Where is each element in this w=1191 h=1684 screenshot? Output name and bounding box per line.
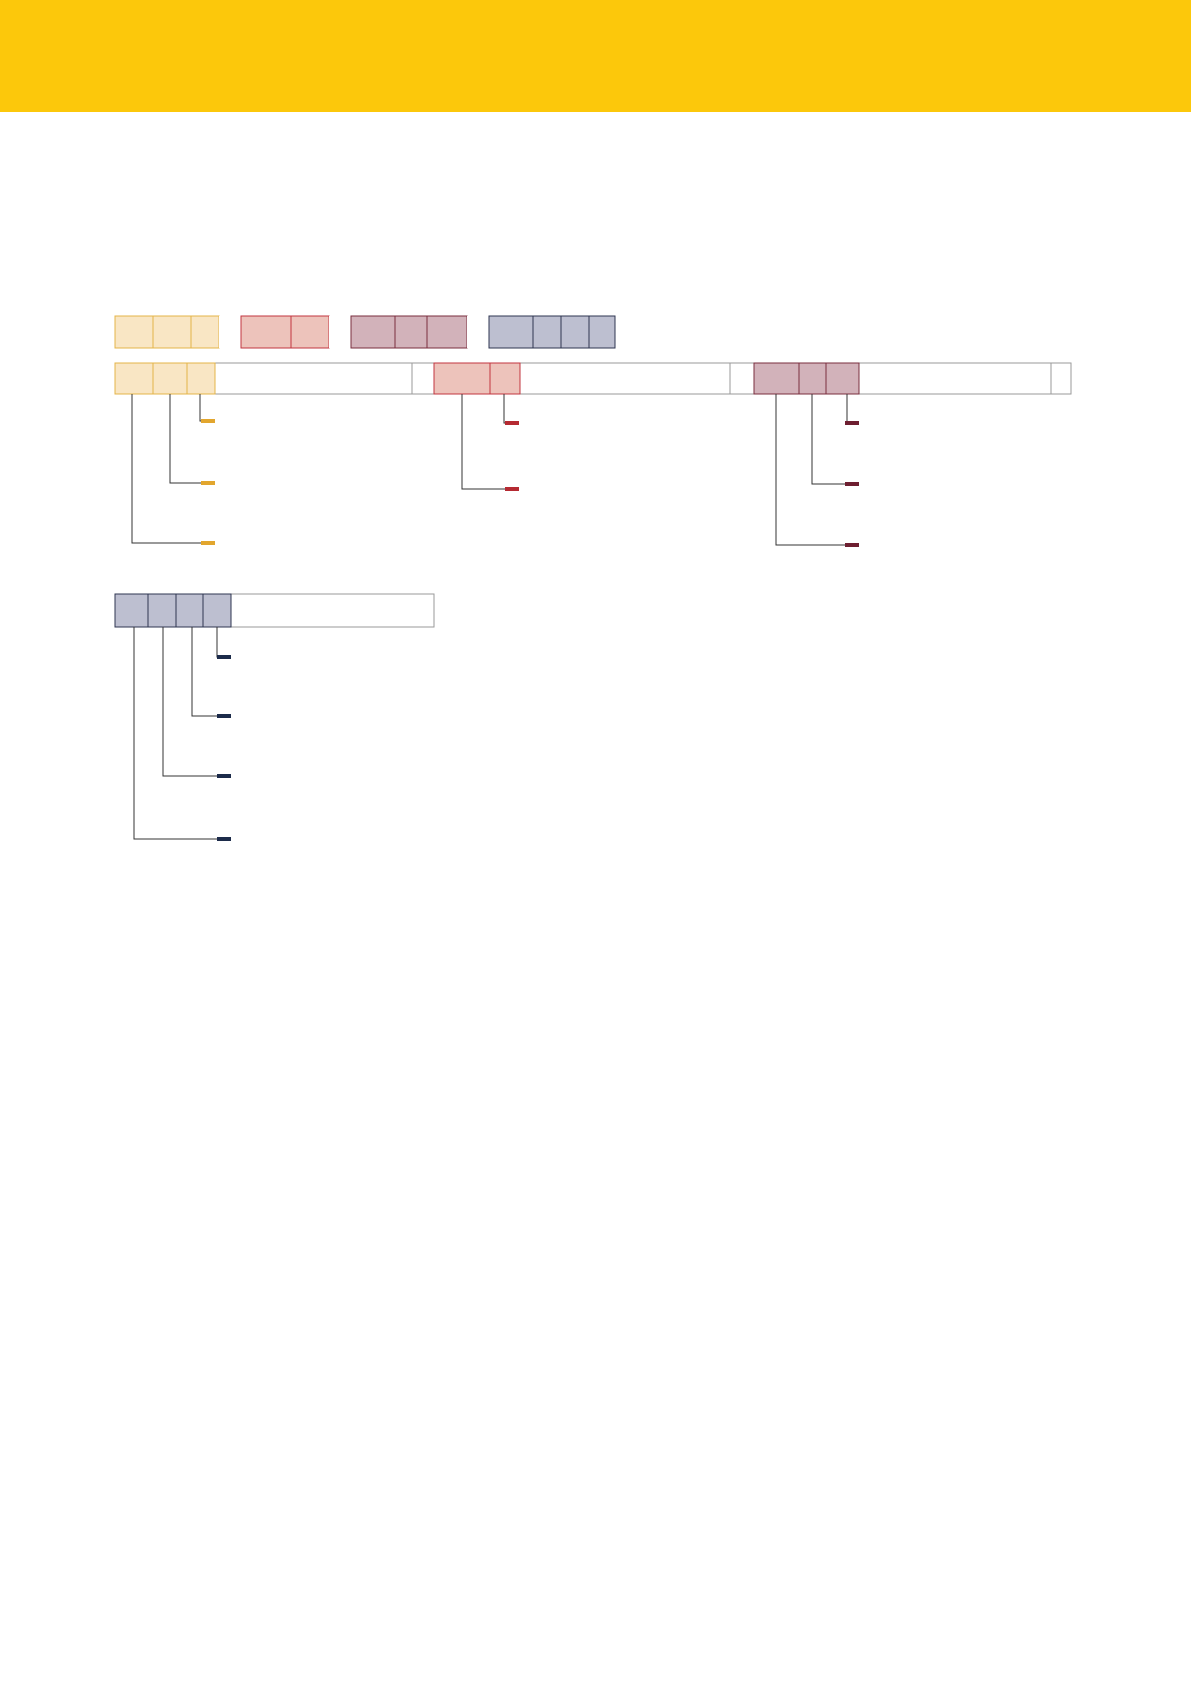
mauve-code-cell-1 [753,362,800,395]
red-marker-icon-1 [505,487,519,491]
yellow-marker-icon-2 [201,481,215,485]
red-marker-icon-2 [505,421,519,425]
mauve-marker-icon-2 [845,482,859,486]
red-connector-1 [461,394,512,490]
red-code-group [433,362,521,395]
separator-box-1 [411,362,435,395]
red-markers [505,421,519,491]
overview-yellow-cell-3 [190,315,220,349]
slate-marker-icon-4 [217,655,231,659]
red-description-box [519,362,731,395]
overview-code-row [114,315,616,349]
mauve-connectors [775,394,852,546]
slate-connector-4 [216,627,224,658]
slate-marker-icon-3 [217,714,231,718]
overview-separator-1 [219,316,241,348]
slate-connector-2 [162,627,224,777]
overview-mauve-cell-2 [394,315,428,349]
overview-yellow-cell-1 [114,315,154,349]
yellow-code-cell-1 [114,362,154,395]
mauve-connector-1 [775,394,852,546]
overview-slate-cell-2 [532,315,562,349]
mauve-markers [845,421,859,547]
overview-yellow-cell-2 [152,315,192,349]
red-connectors [461,394,512,490]
end-box [1050,362,1072,395]
slate-code-group [114,593,232,628]
header-band [0,0,1191,112]
slate-code-cell-3 [175,593,204,628]
yellow-connector-1 [131,394,208,544]
overview-red-cell-2 [290,315,330,349]
mauve-code-group [753,362,860,395]
red-code-cell-2 [489,362,521,395]
mauve-marker-icon-1 [845,543,859,547]
separator-box-2 [729,362,755,395]
yellow-description-box [214,362,413,395]
mauve-code-cell-3 [825,362,860,395]
slate-connector-3 [191,627,224,717]
overview-mauve-cell-3 [426,315,468,349]
yellow-code-cell-3 [186,362,216,395]
overview-mauve-cell-1 [350,315,396,349]
slate-description-box [230,593,435,628]
slate-detail-row [114,593,435,628]
yellow-code-cell-2 [152,362,188,395]
yellow-code-group [114,362,216,395]
red-code-cell-1 [433,362,491,395]
detail-row [214,362,1072,395]
overview-slate-cell-1 [488,315,534,349]
yellow-marker-icon-3 [201,419,215,423]
slate-markers [217,655,231,841]
overview-separator-2 [329,316,351,348]
slate-marker-icon-2 [217,774,231,778]
slate-code-cell-1 [114,593,149,628]
slate-marker-icon-1 [217,837,231,841]
yellow-markers [201,419,215,545]
mauve-marker-icon-3 [845,421,859,425]
slate-code-cell-4 [202,593,232,628]
red-connector-2 [503,394,512,424]
mauve-connector-3 [846,394,852,424]
mauve-connector-2 [811,394,852,485]
yellow-marker-icon-1 [201,541,215,545]
mauve-code-cell-2 [798,362,827,395]
overview-slate-cell-3 [560,315,590,349]
overview-red-cell-1 [240,315,292,349]
yellow-connectors [131,394,208,544]
slate-code-cell-2 [147,593,177,628]
yellow-connector-2 [169,394,208,484]
overview-slate-cell-4 [588,315,616,349]
overview-separator-3 [467,316,489,348]
slate-connectors [133,627,224,840]
slate-connector-1 [133,627,224,840]
yellow-connector-3 [199,394,208,422]
mauve-description-box [858,362,1052,395]
